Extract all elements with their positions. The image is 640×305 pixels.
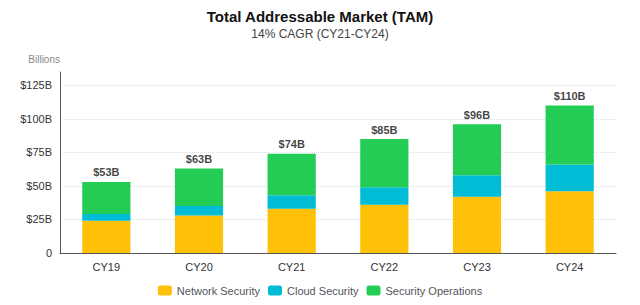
svg-text:Security Operations: Security Operations xyxy=(386,285,483,297)
svg-text:Cloud Security: Cloud Security xyxy=(287,285,359,297)
svg-text:$125B: $125B xyxy=(20,79,52,91)
svg-text:$25B: $25B xyxy=(26,213,52,225)
svg-text:$75B: $75B xyxy=(26,146,52,158)
svg-text:14% CAGR (CY21-CY24): 14% CAGR (CY21-CY24) xyxy=(251,27,388,41)
svg-text:CY24: CY24 xyxy=(556,261,584,273)
svg-text:$63B: $63B xyxy=(186,153,212,165)
svg-text:CY19: CY19 xyxy=(93,261,121,273)
svg-text:Network Security: Network Security xyxy=(177,285,261,297)
svg-text:$53B: $53B xyxy=(93,166,119,178)
svg-text:CY20: CY20 xyxy=(185,261,213,273)
svg-text:0: 0 xyxy=(46,247,52,259)
svg-text:$96B: $96B xyxy=(464,109,490,121)
svg-text:$100B: $100B xyxy=(20,113,52,125)
svg-text:CY23: CY23 xyxy=(463,261,491,273)
svg-text:Total Addressable Market (TAM): Total Addressable Market (TAM) xyxy=(207,8,433,25)
svg-text:Billions: Billions xyxy=(28,54,60,65)
svg-text:$110B: $110B xyxy=(554,90,586,102)
svg-text:CY21: CY21 xyxy=(278,261,306,273)
svg-text:$74B: $74B xyxy=(279,138,305,150)
svg-text:CY22: CY22 xyxy=(371,261,399,273)
svg-text:$50B: $50B xyxy=(26,180,52,192)
svg-text:$85B: $85B xyxy=(371,124,397,136)
